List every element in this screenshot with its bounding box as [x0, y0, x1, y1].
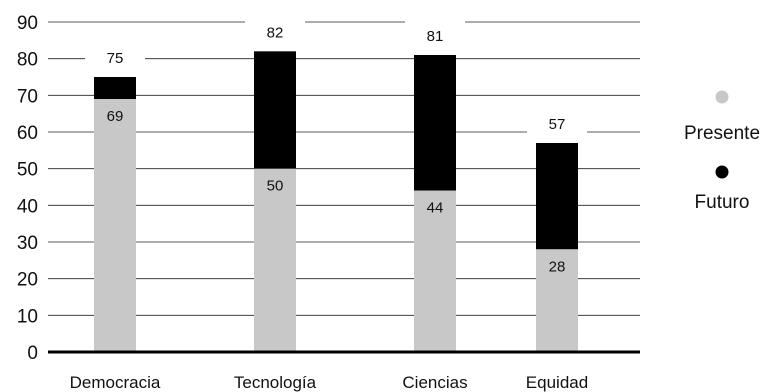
label-gap: [405, 15, 465, 52]
legend-label-futuro: Futuro: [695, 192, 750, 213]
bar-futuro: [254, 51, 296, 169]
y-tick-label: 40: [17, 196, 38, 217]
x-axis: Democracia Tecnología Ciencias Equidad: [70, 373, 589, 392]
legend-marker-presente: [715, 90, 729, 104]
y-tick-label: 10: [17, 306, 38, 327]
legend: Presente Futuro: [684, 90, 760, 213]
data-label-presente: 69: [107, 108, 124, 125]
legend-marker-futuro: [715, 165, 729, 179]
y-tick-label: 50: [17, 160, 38, 181]
data-label-presente: 44: [427, 200, 444, 217]
bar-futuro: [94, 77, 136, 99]
bar-presente: [414, 190, 456, 352]
y-tick-label: 80: [17, 50, 38, 71]
x-tick-label: Democracia: [70, 373, 161, 392]
data-label-presente: 50: [267, 178, 284, 195]
bar-presente: [536, 249, 578, 352]
bar-presente: [94, 99, 136, 352]
x-tick-label: Tecnología: [234, 373, 317, 392]
data-label-presente: 28: [549, 258, 566, 275]
gridlines: [48, 21, 640, 316]
data-label-futuro: 57: [549, 116, 566, 133]
data-label-futuro: 82: [267, 24, 284, 41]
y-tick-label: 20: [17, 270, 38, 291]
label-gap: [527, 103, 587, 140]
y-tick-label: 0: [27, 343, 38, 364]
legend-label-presente: Presente: [684, 123, 760, 144]
bars: 75 69 82 50 81 44 57 28: [85, 11, 587, 352]
label-gap: [245, 11, 305, 49]
y-tick-label: 90: [17, 13, 38, 34]
bar-presente: [254, 168, 296, 352]
data-label-futuro: 81: [427, 28, 444, 45]
data-label-futuro: 75: [107, 50, 124, 67]
y-tick-label: 60: [17, 123, 38, 144]
x-tick-label: Equidad: [526, 373, 588, 392]
bar-futuro: [536, 143, 578, 250]
x-tick-label: Ciencias: [402, 373, 467, 392]
y-tick-label: 30: [17, 233, 38, 254]
bar-futuro: [414, 55, 456, 191]
label-gap: [85, 37, 145, 74]
y-tick-label: 70: [17, 86, 38, 107]
y-axis: 0 10 20 30 40 50 60 70 80 90: [17, 13, 38, 364]
